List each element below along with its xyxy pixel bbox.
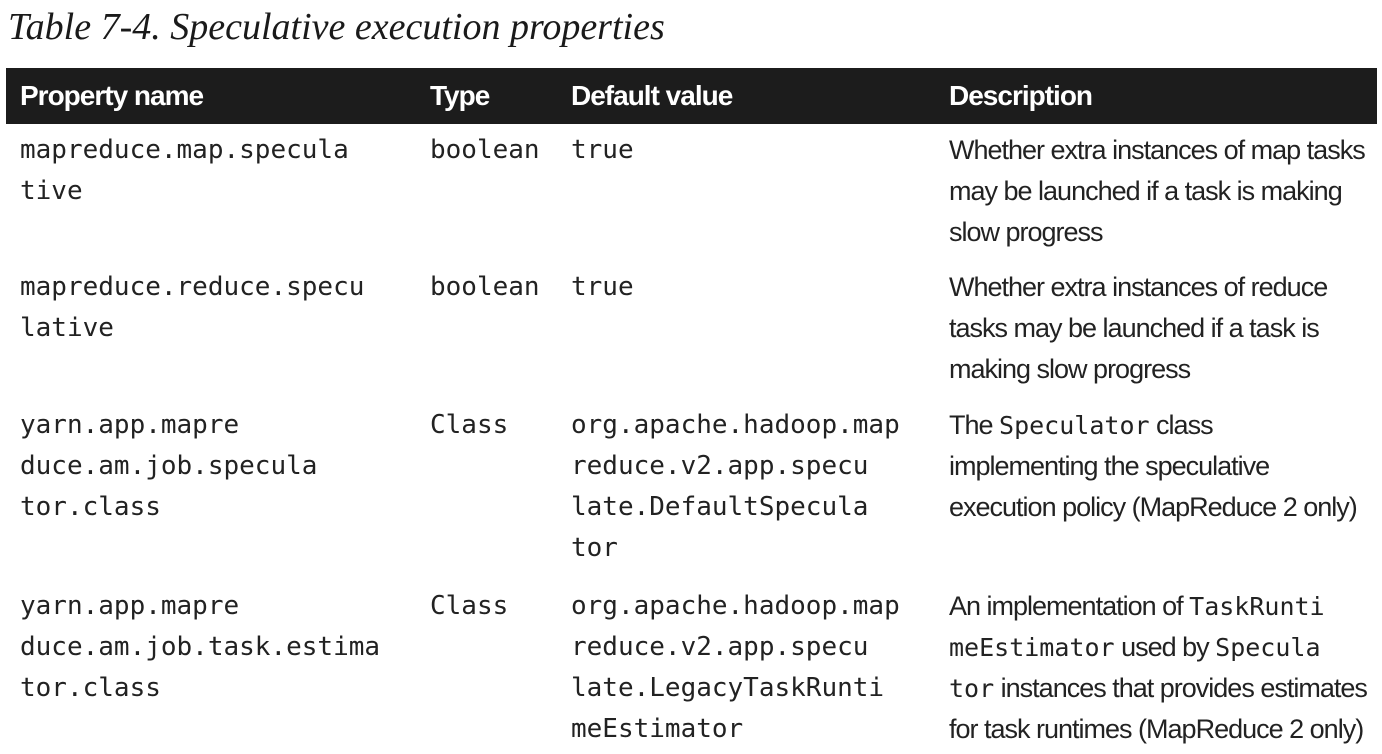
property-name-cell-line: yarn.app.mapre bbox=[20, 591, 240, 621]
default-value-cell-line: late.LegacyTaskRunti bbox=[571, 673, 885, 703]
property-name-cell: mapreduce.reduce.specu lative bbox=[20, 267, 364, 349]
header-description: Description bbox=[949, 80, 1093, 111]
property-name-cell-line: tor.class bbox=[20, 492, 161, 522]
default-value-cell-line: reduce.v2.app.specu bbox=[571, 451, 869, 481]
description-text: for task runtimes (MapReduce 2 only) bbox=[949, 714, 1364, 744]
description-text: making slow progress bbox=[949, 354, 1191, 384]
description-line: may be launched if a task is making bbox=[949, 171, 1365, 212]
description-cell: Whether extra instances of map tasks may … bbox=[949, 130, 1366, 253]
property-name-cell-line: duce.am.job.specula bbox=[20, 451, 318, 481]
description-text: class bbox=[1149, 410, 1214, 440]
table-header: Property name Type Default value Descrip… bbox=[6, 68, 1377, 124]
description-line: meEstimator used by Specula bbox=[949, 627, 1367, 668]
description-text: used by bbox=[1114, 632, 1216, 662]
description-line: Whether extra instances of reduce bbox=[949, 267, 1328, 308]
description-line: Whether extra instances of map tasks bbox=[949, 130, 1366, 171]
header-property-name: Property name bbox=[20, 80, 204, 111]
property-name-cell-line: tor.class bbox=[20, 673, 161, 703]
property-name-cell: mapreduce.map.specula tive bbox=[20, 130, 349, 212]
description-cell: Whether extra instances of reduce tasks m… bbox=[949, 267, 1328, 390]
description-text: tasks may be launched if a task is bbox=[949, 313, 1320, 343]
property-name-cell-line: lative bbox=[20, 313, 114, 343]
description-code: TaskRunti bbox=[1189, 592, 1325, 621]
description-text: An implementation of bbox=[949, 591, 1190, 621]
description-line: The Speculator class bbox=[949, 405, 1357, 446]
description-text: execution policy (MapReduce 2 only) bbox=[949, 492, 1358, 522]
description-cell: An implementation of TaskRunti meEstimato… bbox=[949, 586, 1368, 750]
default-value-cell: org.apache.hadoop.map reduce.v2.app.specu… bbox=[571, 405, 900, 569]
default-value-cell-line: true bbox=[571, 135, 634, 165]
description-text: The bbox=[949, 410, 1000, 440]
description-code: tor bbox=[949, 674, 995, 703]
description-text: Whether extra instances of map tasks bbox=[949, 135, 1366, 165]
default-value-cell: org.apache.hadoop.map reduce.v2.app.specu… bbox=[571, 586, 900, 750]
type-cell: Class bbox=[430, 591, 509, 621]
description-code: meEstimator bbox=[949, 633, 1115, 662]
default-value-cell: true bbox=[571, 130, 634, 171]
property-name-cell-line: yarn.app.mapre bbox=[20, 410, 240, 440]
description-line: tor instances that provides estimates bbox=[949, 668, 1368, 709]
property-name-cell: yarn.app.mapre duce.am.job.task.estima tor… bbox=[20, 586, 380, 709]
description-line: implementing the speculative bbox=[949, 446, 1357, 487]
description-cell: The Speculator class implementing the spe… bbox=[949, 405, 1358, 528]
table-caption: Table 7-4. Speculative execution propert… bbox=[8, 6, 665, 48]
default-value-cell-line: org.apache.hadoop.map bbox=[571, 410, 900, 440]
default-value-cell-line: org.apache.hadoop.map bbox=[571, 591, 900, 621]
type-cell: boolean bbox=[430, 135, 540, 165]
description-text: instances that provides estimates bbox=[994, 673, 1368, 703]
property-name-cell-line: tive bbox=[20, 176, 83, 206]
description-text: Whether extra instances of reduce bbox=[949, 272, 1328, 302]
type-cell: boolean bbox=[430, 272, 540, 302]
default-value-cell-line: tor bbox=[571, 533, 618, 563]
description-text: may be launched if a task is making bbox=[949, 176, 1343, 206]
default-value-cell-line: late.DefaultSpecula bbox=[571, 492, 869, 522]
header-type: Type bbox=[430, 80, 490, 111]
description-text: slow progress bbox=[949, 217, 1104, 247]
description-line: for task runtimes (MapReduce 2 only) bbox=[949, 709, 1367, 750]
property-name-cell-line: mapreduce.reduce.specu bbox=[20, 272, 365, 302]
description-line: An implementation of TaskRunti bbox=[949, 586, 1367, 627]
default-value-cell-line: true bbox=[571, 272, 634, 302]
description-text: implementing the speculative bbox=[949, 451, 1270, 481]
property-name-cell: yarn.app.mapre duce.am.job.specula tor.cla… bbox=[20, 405, 317, 528]
description-line: making slow progress bbox=[949, 349, 1327, 390]
default-value-cell-line: reduce.v2.app.specu bbox=[571, 632, 869, 662]
header-default-value: Default value bbox=[571, 80, 733, 111]
default-value-cell-line: meEstimator bbox=[571, 714, 744, 744]
default-value-cell: true bbox=[571, 267, 634, 308]
description-code: Specula bbox=[1215, 633, 1321, 662]
type-cell: Class bbox=[430, 410, 509, 440]
property-name-cell-line: mapreduce.map.specula bbox=[20, 135, 349, 165]
description-line: execution policy (MapReduce 2 only) bbox=[949, 487, 1358, 528]
description-code: Speculator bbox=[999, 411, 1150, 440]
property-name-cell-line: duce.am.job.task.estima bbox=[20, 632, 381, 662]
description-line: tasks may be launched if a task is bbox=[949, 308, 1327, 349]
description-line: slow progress bbox=[949, 212, 1365, 253]
